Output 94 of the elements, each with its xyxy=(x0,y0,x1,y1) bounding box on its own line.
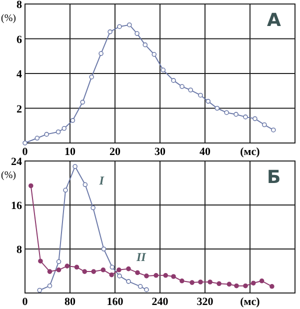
x-tick-label: 40 xyxy=(200,146,211,158)
point xyxy=(135,270,140,276)
y-tick-label: 8 xyxy=(16,0,22,11)
point xyxy=(116,268,122,272)
point xyxy=(117,24,122,29)
point xyxy=(82,269,88,274)
point xyxy=(134,31,140,36)
point xyxy=(127,22,132,28)
point xyxy=(144,287,149,292)
point xyxy=(190,280,194,285)
point xyxy=(262,122,267,128)
point xyxy=(62,126,67,131)
point xyxy=(47,283,52,288)
y-tick-label: 6 xyxy=(16,34,22,46)
point xyxy=(89,74,94,80)
point xyxy=(234,112,238,117)
point xyxy=(28,183,34,188)
x-tick-label: 160 xyxy=(106,296,124,308)
point xyxy=(101,246,106,252)
point xyxy=(63,188,68,193)
point xyxy=(90,205,96,210)
point xyxy=(224,110,229,115)
point xyxy=(163,273,168,278)
point xyxy=(56,259,62,264)
y-axis-title: (%) xyxy=(1,13,16,24)
series-label: I xyxy=(98,174,106,188)
point xyxy=(243,283,248,288)
x-tick-label: (мс) xyxy=(240,146,260,158)
point xyxy=(144,274,149,278)
point xyxy=(91,269,96,274)
point xyxy=(216,281,222,286)
point xyxy=(56,268,62,272)
point xyxy=(72,164,78,169)
point xyxy=(110,264,115,270)
point xyxy=(171,78,176,83)
point xyxy=(22,140,28,146)
point xyxy=(70,118,76,123)
point xyxy=(82,182,88,188)
point xyxy=(252,116,258,122)
point xyxy=(214,106,220,111)
point xyxy=(250,280,256,286)
point xyxy=(37,288,42,293)
point xyxy=(44,132,49,137)
point xyxy=(98,51,104,56)
y-tick-label: 24 xyxy=(11,156,22,168)
point xyxy=(117,274,122,278)
x-tick-label: (мс) xyxy=(240,296,260,308)
point xyxy=(38,258,43,264)
point xyxy=(138,284,143,289)
point xyxy=(34,136,40,141)
point xyxy=(74,264,80,270)
y-tick-label: 8 xyxy=(16,244,22,256)
point xyxy=(109,272,114,278)
point xyxy=(152,52,157,57)
y-tick-label: 2 xyxy=(16,103,22,116)
point xyxy=(198,280,203,284)
point xyxy=(206,98,211,104)
point xyxy=(171,274,176,279)
point xyxy=(198,92,203,98)
x-tick-label: 0 xyxy=(22,146,28,158)
y-tick-label: 4 xyxy=(16,68,22,80)
y-tick-label: 16 xyxy=(11,200,22,212)
x-tick-label: 10 xyxy=(64,146,76,158)
point xyxy=(188,88,193,92)
point xyxy=(108,29,112,34)
point xyxy=(180,84,184,89)
x-tick-label: 0 xyxy=(22,296,28,308)
point xyxy=(154,273,158,278)
point xyxy=(270,284,274,289)
annotation: А xyxy=(267,10,281,31)
point xyxy=(180,278,184,284)
y-axis-title: (%) xyxy=(1,170,16,181)
annotation: Б xyxy=(267,167,281,188)
point xyxy=(56,129,61,134)
point xyxy=(160,68,166,72)
series-label: II xyxy=(136,250,148,264)
x-tick-label: 240 xyxy=(152,296,169,308)
point xyxy=(47,269,52,274)
point xyxy=(100,268,106,272)
x-tick-label: 80 xyxy=(64,296,76,308)
point xyxy=(226,282,232,287)
point xyxy=(64,264,70,268)
x-tick-label: 30 xyxy=(154,146,166,158)
point xyxy=(243,114,248,120)
point xyxy=(80,100,85,105)
point xyxy=(271,128,276,132)
point xyxy=(259,278,264,284)
x-tick-label: 320 xyxy=(196,296,214,308)
point xyxy=(208,280,212,284)
point xyxy=(126,266,131,272)
point xyxy=(126,279,131,284)
x-tick-label: 20 xyxy=(110,146,121,158)
point xyxy=(142,42,148,48)
point xyxy=(234,283,239,288)
